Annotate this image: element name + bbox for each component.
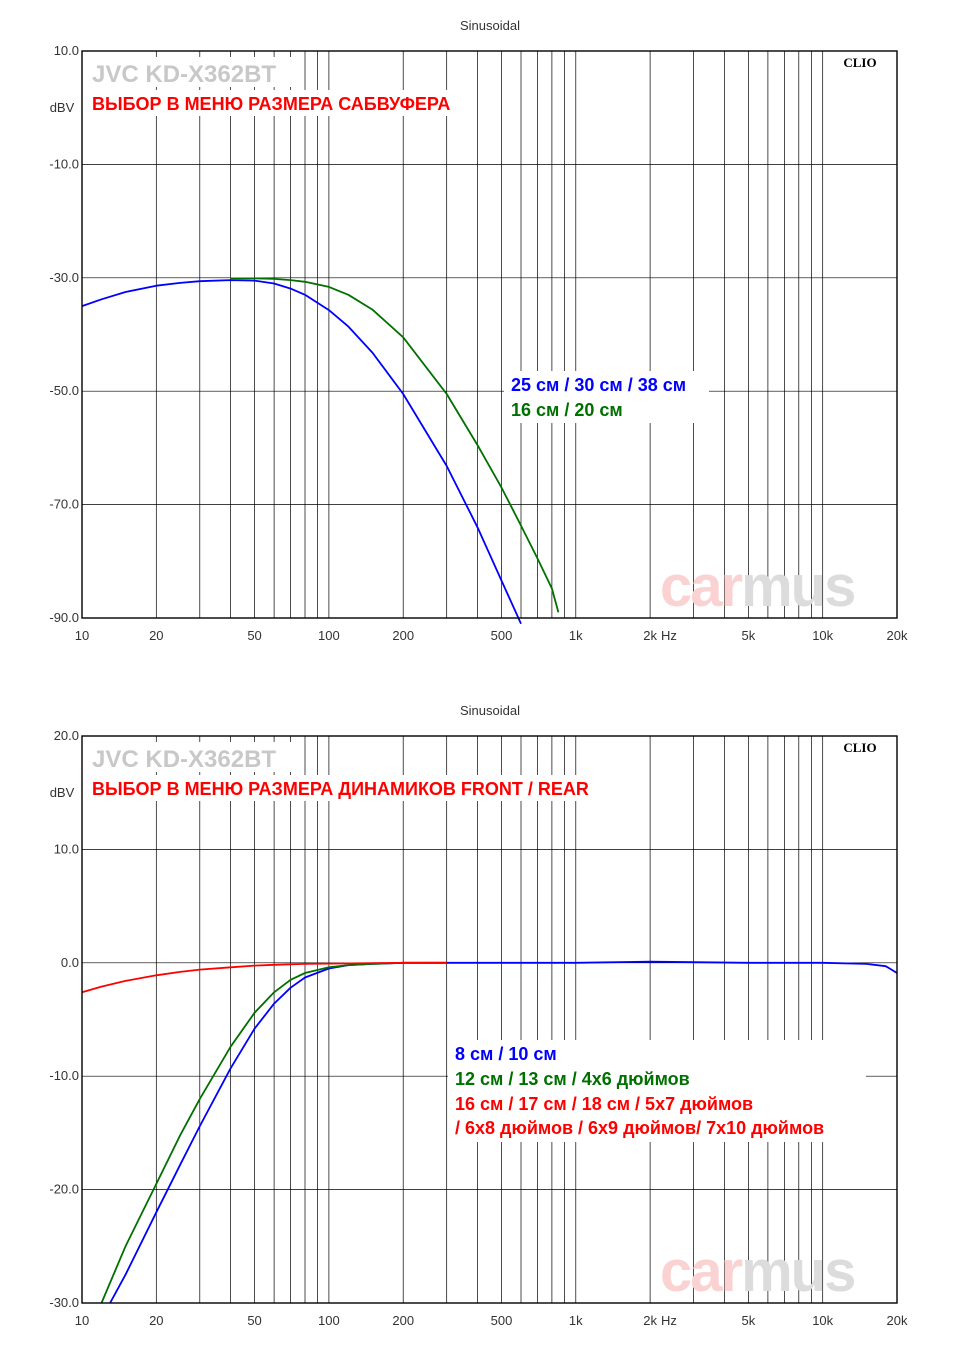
y-tick-label: 10.0 [54,841,79,856]
device-name: JVC KD-X362BT [92,61,276,88]
x-tick-label: 500 [491,1313,513,1328]
subwoofer-chart: Sinusoidal 10.0 -10.0 -30.0 -50.0 -70.0 -90.0… [49,18,908,643]
grid [82,51,897,618]
watermark-car: car [660,1239,743,1304]
series-line-1 [100,961,447,1304]
legend-bg [504,371,709,423]
legend-item-red-2: / 6x8 дюймов / 6x9 дюймов/ 7x10 дюймов [455,1118,824,1138]
y-tick-labels: 20.0 10.0 0.0 -10.0 -20.0 -30.0 [49,728,79,1310]
legend-item-blue: 8 см / 10 см [455,1044,557,1064]
y-tick-label: -50.0 [49,383,79,398]
x-tick-label: 20k [887,628,908,643]
x-tick-label: 10k [812,1313,833,1328]
plot-frame [81,50,898,619]
y-tick-label: -90.0 [49,610,79,625]
x-tick-label: 100 [318,628,340,643]
y-tick-label: -10.0 [49,156,79,171]
watermark-mus: mus [741,554,854,619]
chart-caption: ВЫБОР В МЕНЮ РАЗМЕРА САБВУФЕРА [92,94,450,114]
y-tick-label: 10.0 [54,43,79,58]
y-unit-label: dBV [50,100,75,115]
device-bg [88,742,300,772]
x-tick-label: 20 [149,1313,163,1328]
x-tick-label: 1k [569,1313,583,1328]
legend-item-blue: 25 см / 30 см / 38 см [511,375,686,395]
y-tick-label: -10.0 [49,1068,79,1083]
y-tick-label: -30.0 [49,270,79,285]
watermark: carmus [660,1239,854,1304]
x-tick-label: 200 [392,1313,414,1328]
x-tick-label: 100 [318,1313,340,1328]
x-tick-label: 10k [812,628,833,643]
series-line-2 [81,961,447,994]
front-rear-chart: Sinusoidal 20.0 10.0 0.0 -10.0 -20.0 -30.0 10… [49,703,908,1328]
x-tick-label: 50 [247,1313,261,1328]
brand-bg [836,739,884,756]
caption-bg [88,775,630,801]
brand-label: CLIO [843,55,876,70]
series-line-1 [230,277,560,613]
x-tick-labels: 10 20 50 100 200 500 1k 2k 5k 10k 20k [75,628,908,643]
x-tick-label: 2k [643,628,657,643]
y-tick-label: -70.0 [49,497,79,512]
brand-label: CLIO [843,740,876,755]
caption-bg [88,90,474,116]
watermark-car: car [660,554,743,619]
x-tick-label: 20 [149,628,163,643]
x-tick-label: 50 [247,628,261,643]
x-tick-label: 1k [569,628,583,643]
device-bg [88,57,300,87]
device-name: JVC KD-X362BT [92,746,276,773]
x-tick-label: 10 [75,1313,89,1328]
grid [82,736,897,1303]
curves [81,277,560,625]
x-tick-label: 20k [887,1313,908,1328]
watermark-mus: mus [741,1239,854,1304]
x-tick-label: 2k [643,1313,657,1328]
legend-bg [448,1040,866,1142]
y-tick-label: 0.0 [61,955,79,970]
x-tick-label: 5k [741,628,755,643]
plot-frame [81,735,898,1304]
y-tick-label: -20.0 [49,1182,79,1197]
x-tick-label: 200 [392,628,414,643]
chart-title: Sinusoidal [460,703,520,718]
x-tick-label: 10 [75,628,89,643]
x-unit-label: Hz [661,628,677,643]
legend-item-red-1: 16 см / 17 см / 18 см / 5x7 дюймов [455,1094,753,1114]
x-tick-label: 5k [741,1313,755,1328]
brand-bg [836,54,884,71]
curves [81,960,898,1304]
series-line-0 [81,279,522,625]
x-tick-labels: 10 20 50 100 200 500 1k 2k 5k 10k 20k [75,1313,908,1328]
y-tick-labels: 10.0 -10.0 -30.0 -50.0 -70.0 -90.0 [49,43,79,625]
y-tick-label: -30.0 [49,1295,79,1310]
watermark: carmus [660,554,854,619]
x-tick-label: 500 [491,628,513,643]
chart-caption: ВЫБОР В МЕНЮ РАЗМЕРА ДИНАМИКОВ FRONT / R… [92,779,589,799]
x-unit-label: Hz [661,1313,677,1328]
y-tick-label: 20.0 [54,728,79,743]
chart-title: Sinusoidal [460,18,520,33]
legend-item-green: 16 см / 20 см [511,400,623,420]
legend-item-green: 12 см / 13 см / 4x6 дюймов [455,1069,690,1089]
y-unit-label: dBV [50,785,75,800]
